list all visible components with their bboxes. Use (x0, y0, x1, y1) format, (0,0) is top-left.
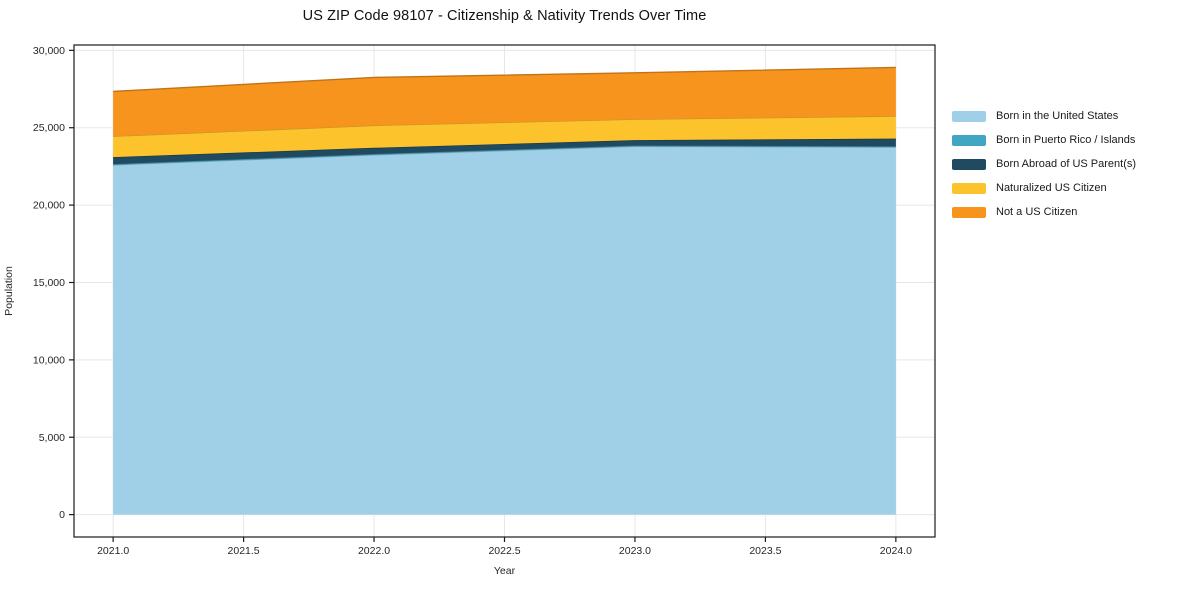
x-tick-label: 2023.5 (749, 545, 781, 557)
chart-title: US ZIP Code 98107 - Citizenship & Nativi… (302, 8, 707, 24)
x-tick-label: 2024.0 (880, 545, 912, 557)
legend-swatch (952, 206, 986, 218)
y-tick-label: 25,000 (33, 122, 65, 134)
legend-label: Naturalized US Citizen (996, 182, 1107, 194)
area-series-group (113, 66, 896, 515)
legend-swatch (952, 110, 986, 122)
legend-swatch (952, 134, 986, 146)
legend-label: Not a US Citizen (996, 206, 1078, 218)
legend-item: Born in the United States (952, 104, 1136, 128)
x-tick-label: 2023.0 (619, 545, 651, 557)
legend-item: Naturalized US Citizen (952, 176, 1136, 200)
area-top-edge (113, 115, 896, 137)
legend-item: Not a US Citizen (952, 200, 1136, 224)
y-axis: 0 5,000 10,000 15,000 20,000 25,000 30,000 (33, 45, 74, 521)
area-born-in-the-united-states (113, 146, 896, 515)
x-tick-label: 2021.5 (228, 545, 260, 557)
area-naturalized-us-citizen (113, 116, 896, 158)
legend-item: Born in Puerto Rico / Islands (952, 128, 1136, 152)
area-top-edge (113, 66, 896, 93)
legend-label: Born in the United States (996, 110, 1119, 122)
y-tick-label: 5,000 (39, 432, 65, 444)
legend-item: Born Abroad of US Parent(s) (952, 152, 1136, 176)
y-tick-label: 20,000 (33, 200, 65, 212)
y-tick-label: 15,000 (33, 277, 65, 289)
y-tick-label: 30,000 (33, 45, 65, 57)
legend-label: Born Abroad of US Parent(s) (996, 158, 1137, 170)
area-born-abroad-of-us-parent-s- (113, 138, 896, 165)
legend-swatch (952, 158, 986, 170)
area-not-a-us-citizen (113, 67, 896, 137)
legend-swatch (952, 182, 986, 194)
x-axis-label: Year (493, 565, 516, 577)
x-tick-label: 2022.5 (488, 545, 520, 557)
y-tick-label: 10,000 (33, 354, 65, 366)
x-axis: 2021.0 2021.5 2022.0 2022.5 2023.0 2023.5 2024… (97, 537, 912, 557)
x-tick-label: 2022.0 (358, 545, 390, 557)
x-tick-label: 2021.0 (97, 545, 129, 557)
y-tick-label: 0 (59, 509, 65, 521)
legend-label: Born in Puerto Rico / Islands (996, 134, 1136, 146)
legend: Born in the United States Born in Puerto … (952, 104, 1136, 224)
